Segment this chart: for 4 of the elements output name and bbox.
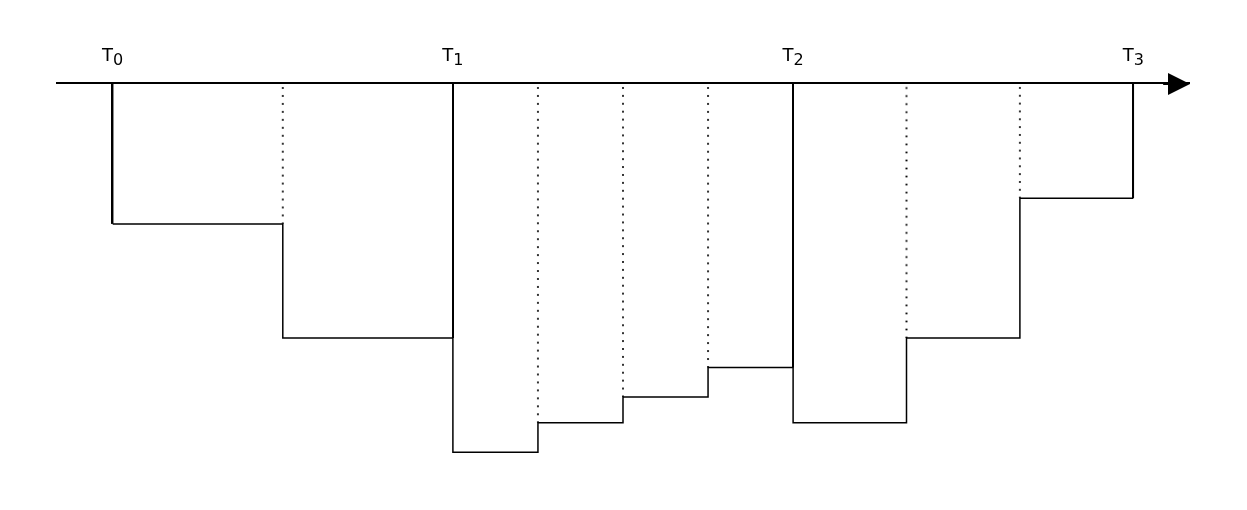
x-tick-label: T$_{3}$ <box>1121 43 1144 69</box>
x-tick-label: T$_{0}$ <box>101 43 124 69</box>
x-tick-label: T$_{1}$ <box>441 43 464 69</box>
x-tick-label: T$_{2}$ <box>781 43 804 69</box>
